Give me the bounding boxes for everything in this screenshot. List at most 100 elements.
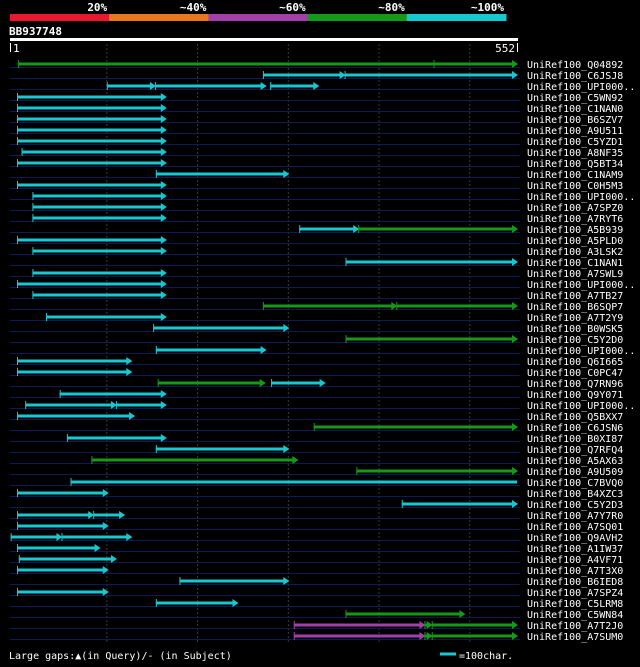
hit-row: UniRef100_A3LSK2 [10,247,623,258]
hit-label[interactable]: UniRef100_B0XI87 [527,434,623,445]
segment-end-arrow [129,412,136,420]
hit-row: UniRef100_A7SUM0 [10,632,623,643]
hit-label[interactable]: UniRef100_C0H5M3 [527,181,623,192]
hit-label[interactable]: UniRef100_C5Y2D0 [527,335,623,346]
hit-label[interactable]: UniRef100_C5Y2D3 [527,500,623,511]
hit-label[interactable]: UniRef100_A7Y7R0 [527,511,623,522]
legend-label-5: ~100% [471,1,504,14]
segment-end-arrow [512,423,518,431]
hit-row: UniRef100_UPI000.. [10,82,635,93]
legend-label-4: ~80% [378,1,405,14]
hit-label[interactable]: UniRef100_Q7RN96 [527,379,623,390]
hit-label[interactable]: UniRef100_A5AX63 [527,456,623,467]
hit-label[interactable]: UniRef100_C1NAM9 [527,170,623,181]
segment-end-arrow [512,60,518,68]
hit-row: UniRef100_A8NF35 [10,148,623,159]
segment-end-arrow [419,621,426,629]
hit-label[interactable]: UniRef100_C0PC47 [527,368,623,379]
hit-label[interactable]: UniRef100_C1NAN0 [527,104,623,115]
segment-end-arrow [160,203,167,211]
hit-label[interactable]: UniRef100_Q9Y071 [527,390,623,401]
hit-label[interactable]: UniRef100_A8NF35 [527,148,623,159]
segment-end-arrow [232,599,239,607]
hit-label[interactable]: UniRef100_UPI000.. [527,346,635,357]
hit-label[interactable]: UniRef100_Q7RFQ4 [527,445,623,456]
hit-label[interactable]: UniRef100_C5LRM8 [527,599,623,610]
hit-row: UniRef100_A5AX63 [10,456,623,467]
hit-row: UniRef100_C0PC47 [10,368,623,379]
hit-label[interactable]: UniRef100_C5YZD1 [527,137,623,148]
segment-end-arrow [126,533,133,541]
hit-label[interactable]: UniRef100_A3LSK2 [527,247,623,258]
hit-label[interactable]: UniRef100_A5PLD0 [527,236,623,247]
segment-end-arrow [160,192,167,200]
query-end-label: 552 [495,42,515,55]
hit-label[interactable]: UniRef100_A4VF71 [527,555,623,566]
hit-label[interactable]: UniRef100_C5WN84 [527,610,623,621]
hit-label[interactable]: UniRef100_C7BVQ0 [527,478,623,489]
hit-label[interactable]: UniRef100_A7SPZ0 [527,203,623,214]
hit-label[interactable]: UniRef100_A7T3X0 [527,566,623,577]
hit-label[interactable]: UniRef100_A9U509 [527,467,623,478]
hit-row: UniRef100_Q04892 [10,60,623,71]
hit-label[interactable]: UniRef100_C1NAN1 [527,258,623,269]
segment-end-arrow [160,313,167,321]
hit-row: UniRef100_A9U511 [10,126,623,137]
segment-end-arrow [126,357,133,365]
segment-end-arrow [260,82,267,90]
hit-label[interactable]: UniRef100_A7T2Y9 [527,313,623,324]
hit-row: UniRef100_A7SPZ4 [10,588,623,599]
hit-label[interactable]: UniRef100_C6JSN6 [527,423,623,434]
legend-color-2 [109,14,209,21]
hit-label[interactable]: UniRef100_A7T2J0 [527,621,623,632]
segment-end-arrow [160,269,167,277]
segment-end-arrow [512,302,518,310]
hit-row: UniRef100_C0H5M3 [10,181,623,192]
hit-label[interactable]: UniRef100_UPI000.. [527,280,635,291]
hit-label[interactable]: UniRef100_Q04892 [527,60,623,71]
hit-row: UniRef100_A7SPZ0 [10,203,623,214]
hit-label[interactable]: UniRef100_A7SUM0 [527,632,623,643]
segment-end-arrow [512,71,518,79]
segment-end-arrow [160,390,167,398]
hit-label[interactable]: UniRef100_A9U511 [527,126,623,137]
hit-label[interactable]: UniRef100_C6JSJ8 [527,71,623,82]
segment-end-arrow [94,544,101,552]
hit-label[interactable]: UniRef100_B4XZC3 [527,489,623,500]
hit-label[interactable]: UniRef100_B6SZV7 [527,115,623,126]
hit-row: UniRef100_UPI000.. [10,280,635,291]
hit-label[interactable]: UniRef100_UPI000.. [527,192,635,203]
hit-row: UniRef100_C6JSN6 [10,423,623,434]
hit-label[interactable]: UniRef100_B6SQP7 [527,302,623,313]
segment-end-arrow [110,555,117,563]
hit-row: UniRef100_C7BVQ0 [10,478,623,489]
hit-label[interactable]: UniRef100_A7SQ01 [527,522,623,533]
hit-row: UniRef100_A7SWL9 [10,269,623,280]
hit-label[interactable]: UniRef100_C5WN92 [527,93,623,104]
hit-label[interactable]: UniRef100_B6IED8 [527,577,623,588]
hit-label[interactable]: UniRef100_A7RYT6 [527,214,623,225]
query-id: BB937748 [9,25,62,38]
hit-row: UniRef100_A7TB27 [10,291,623,302]
hit-label[interactable]: UniRef100_UPI000.. [527,82,635,93]
hit-label[interactable]: UniRef100_Q5BXX7 [527,412,623,423]
hit-label[interactable]: UniRef100_A7SWL9 [527,269,623,280]
hit-label[interactable]: UniRef100_UPI000.. [527,401,635,412]
hit-row: UniRef100_C1NAN0 [10,104,623,115]
hit-row: UniRef100_UPI000.. [10,192,635,203]
hit-label[interactable]: UniRef100_A1IW37 [527,544,623,555]
hit-label[interactable]: UniRef100_A7TB27 [527,291,623,302]
segment-end-arrow [283,577,290,585]
hit-label[interactable]: UniRef100_Q5BT34 [527,159,623,170]
hit-row: UniRef100_Q7RFQ4 [10,445,623,456]
hit-label[interactable]: UniRef100_Q9AVH2 [527,533,623,544]
segment-end-arrow [459,610,466,618]
segment-end-arrow [160,291,167,299]
hit-label[interactable]: UniRef100_A7SPZ4 [527,588,623,599]
legend-label-1: 20% [87,1,107,14]
segment-end-arrow [353,225,360,233]
hit-label[interactable]: UniRef100_B0WSK5 [527,324,623,335]
hit-label[interactable]: UniRef100_A5B939 [527,225,623,236]
hit-label[interactable]: UniRef100_Q6I665 [527,357,623,368]
